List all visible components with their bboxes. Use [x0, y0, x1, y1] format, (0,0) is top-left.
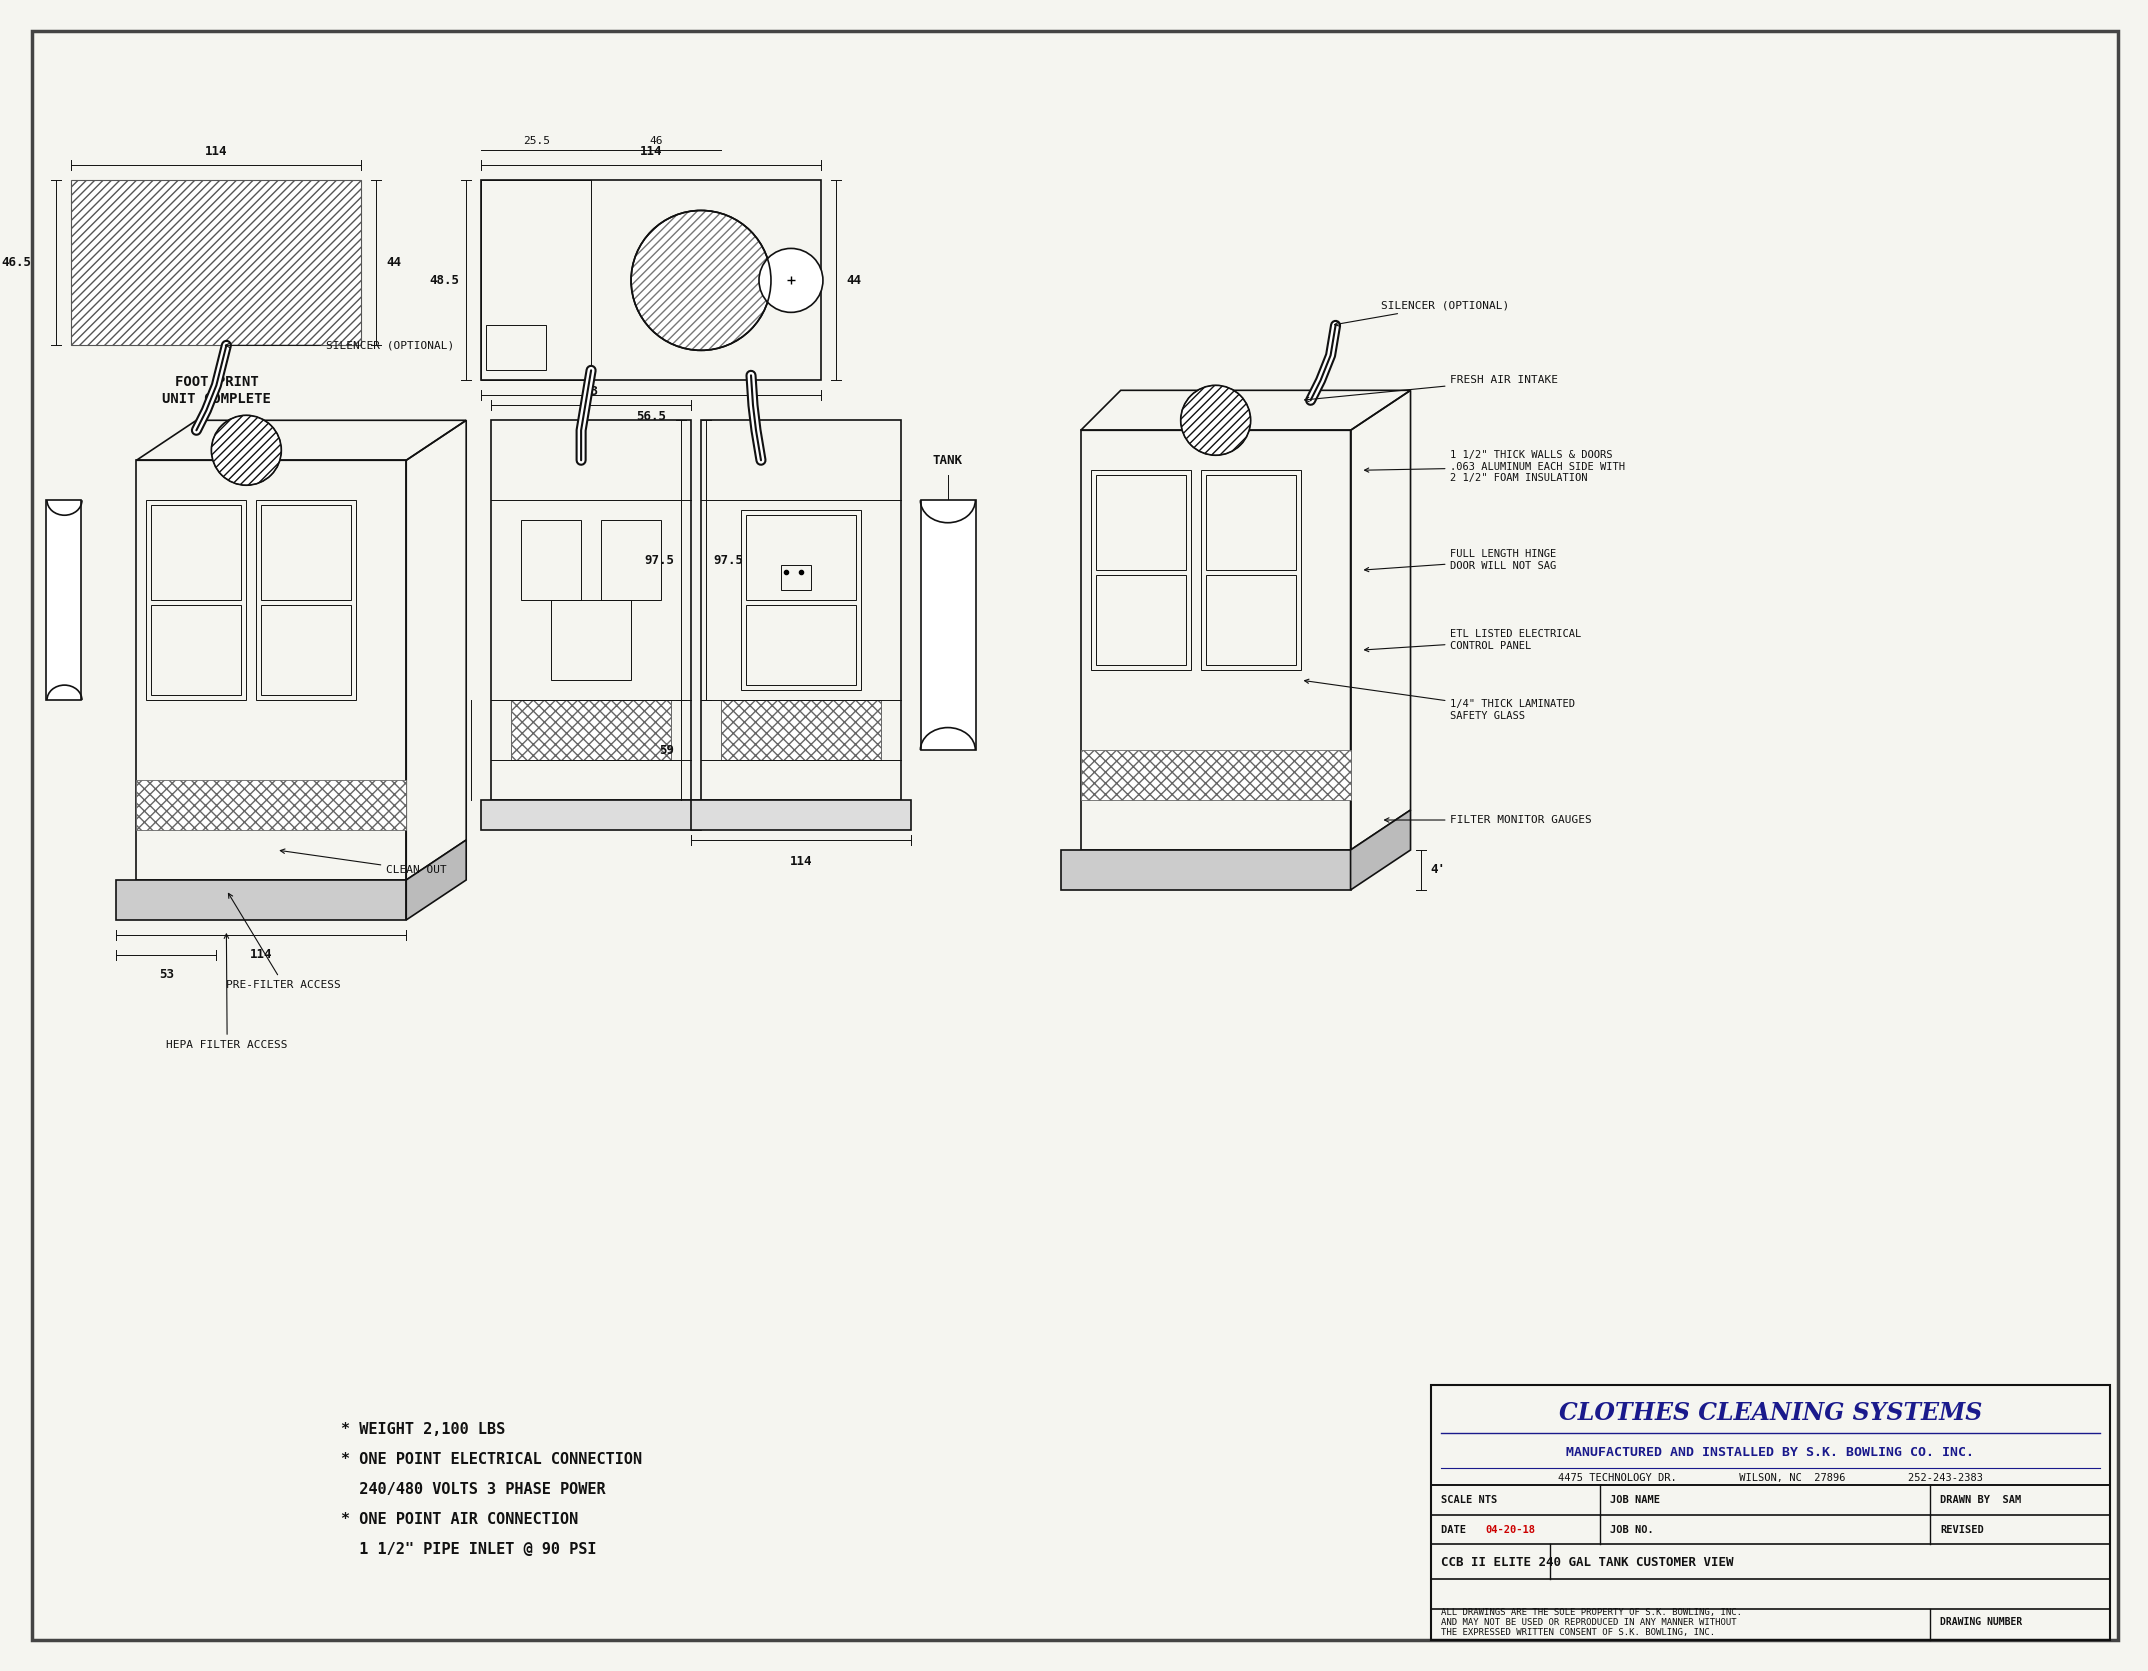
Text: * ONE POINT ELECTRICAL CONNECTION: * ONE POINT ELECTRICAL CONNECTION [342, 1452, 642, 1467]
Text: 48.5: 48.5 [430, 274, 460, 287]
Text: CLEAN OUT: CLEAN OUT [279, 849, 447, 876]
Bar [1431, 1385, 2109, 1641]
Bar [692, 800, 911, 830]
Text: 1 1/2" THICK WALLS & DOORS
.063 ALUMINUM EACH SIDE WITH
2 1/2" FOAM INSULATION: 1 1/2" THICK WALLS & DOORS .063 ALUMINUM… [1364, 449, 1626, 483]
Text: 53: 53 [159, 968, 174, 981]
Text: 25.5: 25.5 [522, 137, 550, 147]
Polygon shape [1351, 810, 1411, 891]
Text: ETL LISTED ELECTRICAL
CONTROL PANEL: ETL LISTED ELECTRICAL CONTROL PANEL [1364, 630, 1581, 652]
Text: 114: 114 [249, 947, 273, 961]
Text: SCALE NTS: SCALE NTS [1441, 1494, 1497, 1504]
Circle shape [632, 211, 771, 351]
Text: * WEIGHT 2,100 LBS: * WEIGHT 2,100 LBS [342, 1422, 505, 1437]
Text: 97.5: 97.5 [713, 553, 743, 566]
Text: CCB II ELITE 240 GAL TANK CUSTOMER VIEW: CCB II ELITE 240 GAL TANK CUSTOMER VIEW [1441, 1556, 1733, 1569]
Bar [256, 500, 357, 700]
Text: FILTER MONITOR GAUGES: FILTER MONITOR GAUGES [1385, 815, 1592, 825]
Polygon shape [116, 881, 406, 921]
Bar [741, 510, 861, 690]
Text: HEPA FILTER ACCESS: HEPA FILTER ACCESS [165, 934, 288, 1049]
Bar [1080, 750, 1351, 800]
Bar [137, 460, 406, 881]
Text: 56.5: 56.5 [636, 411, 666, 423]
Text: FRESH AIR INTAKE: FRESH AIR INTAKE [1304, 376, 1559, 401]
Text: REVISED: REVISED [1940, 1524, 1985, 1534]
Text: JOB NAME: JOB NAME [1611, 1494, 1660, 1504]
Text: CLOTHES CLEANING SYSTEMS: CLOTHES CLEANING SYSTEMS [1559, 1400, 1983, 1425]
Text: DRAWN BY  SAM: DRAWN BY SAM [1940, 1494, 2021, 1504]
Text: 53: 53 [584, 386, 599, 398]
Bar [1431, 1385, 2109, 1484]
Bar [262, 505, 352, 600]
Text: 4475 TECHNOLOGY DR.          WILSON, NC  27896          252-243-2383: 4475 TECHNOLOGY DR. WILSON, NC 27896 252… [1557, 1472, 1983, 1482]
Bar [722, 700, 881, 760]
Text: 44: 44 [846, 274, 861, 287]
Bar [1095, 575, 1186, 665]
Text: FOOT PRINT
UNIT COMPLETE: FOOT PRINT UNIT COMPLETE [161, 376, 271, 406]
Text: DRAWING NUMBER: DRAWING NUMBER [1940, 1618, 2023, 1628]
Bar [921, 500, 975, 750]
Bar [150, 505, 241, 600]
Text: SILENCER (OPTIONAL): SILENCER (OPTIONAL) [226, 341, 455, 351]
Text: 59: 59 [659, 744, 674, 757]
Circle shape [758, 249, 823, 312]
Bar [745, 605, 855, 685]
Bar [262, 605, 352, 695]
Text: 1 1/2" PIPE INLET @ 90 PSI: 1 1/2" PIPE INLET @ 90 PSI [342, 1542, 597, 1557]
Bar [1091, 470, 1190, 670]
Bar [47, 500, 82, 700]
Text: 46: 46 [649, 137, 664, 147]
Circle shape [1181, 386, 1250, 455]
Bar [481, 180, 591, 381]
Text: ALL DRAWINGS ARE THE SOLE PROPERTY OF S.K. BOWLING, INC.
AND MAY NOT BE USED OR : ALL DRAWINGS ARE THE SOLE PROPERTY OF S.… [1441, 1608, 1742, 1638]
Circle shape [211, 416, 281, 485]
Text: DATE: DATE [1441, 1524, 1471, 1534]
Bar [552, 600, 632, 680]
Bar [485, 326, 546, 371]
Text: MANUFACTURED AND INSTALLED BY S.K. BOWLING CO. INC.: MANUFACTURED AND INSTALLED BY S.K. BOWLI… [1566, 1445, 1974, 1459]
Bar [511, 700, 670, 760]
Bar [481, 800, 700, 830]
Bar [150, 605, 241, 695]
Polygon shape [406, 841, 466, 921]
Bar [492, 421, 692, 800]
Bar [522, 520, 582, 600]
Bar [782, 565, 812, 590]
Bar [137, 780, 406, 830]
Bar [745, 515, 855, 600]
Bar [146, 500, 247, 700]
Polygon shape [1061, 851, 1351, 891]
Bar [481, 180, 821, 381]
Text: * ONE POINT AIR CONNECTION: * ONE POINT AIR CONNECTION [342, 1512, 578, 1527]
Bar [71, 180, 361, 346]
Bar [1205, 475, 1295, 570]
Bar [1095, 475, 1186, 570]
Bar [1201, 470, 1300, 670]
Text: JOB NO.: JOB NO. [1611, 1524, 1654, 1534]
Text: 114: 114 [640, 145, 662, 159]
Text: 240/480 VOLTS 3 PHASE POWER: 240/480 VOLTS 3 PHASE POWER [342, 1482, 606, 1497]
Text: 44: 44 [387, 256, 402, 269]
Text: 46.5: 46.5 [2, 256, 32, 269]
Bar [700, 421, 900, 800]
Text: 114: 114 [790, 856, 812, 867]
Text: PRE-FILTER ACCESS: PRE-FILTER ACCESS [226, 894, 342, 989]
Bar [1205, 575, 1295, 665]
Text: 114: 114 [204, 145, 228, 159]
Text: 1/4" THICK LAMINATED
SAFETY GLASS: 1/4" THICK LAMINATED SAFETY GLASS [1304, 678, 1574, 720]
Text: 97.5: 97.5 [644, 553, 674, 566]
Bar [601, 520, 662, 600]
Text: FULL LENGTH HINGE
DOOR WILL NOT SAG: FULL LENGTH HINGE DOOR WILL NOT SAG [1364, 550, 1557, 571]
Text: 04-20-18: 04-20-18 [1486, 1524, 1536, 1534]
Bar [1080, 431, 1351, 851]
Text: SILENCER (OPTIONAL): SILENCER (OPTIONAL) [1334, 301, 1508, 326]
Text: 4': 4' [1431, 864, 1446, 877]
Text: TANK: TANK [932, 455, 962, 466]
